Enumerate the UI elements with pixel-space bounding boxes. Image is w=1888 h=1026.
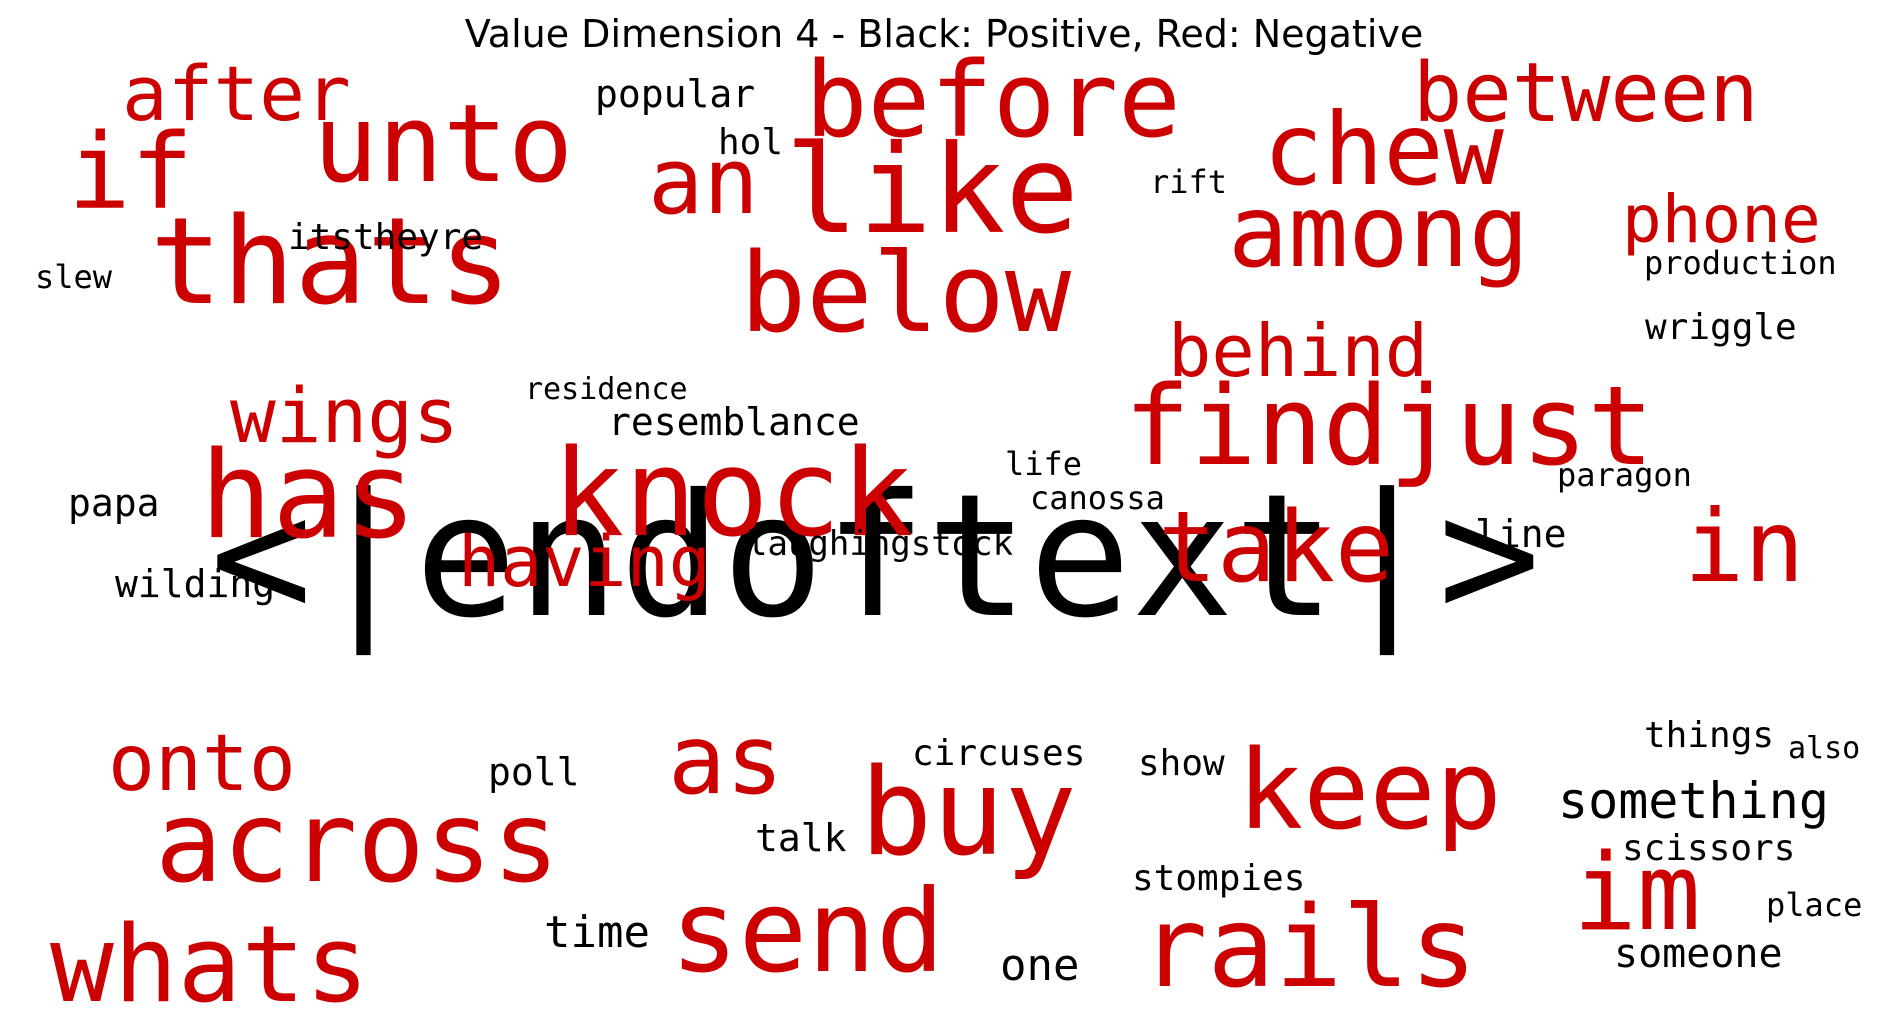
cloud-word-negative: after <box>122 49 351 138</box>
cloud-word-positive: also <box>1788 731 1861 766</box>
cloud-word-negative: having <box>458 521 711 603</box>
cloud-word-positive: laughingstock <box>747 524 1014 564</box>
cloud-word-positive: stompies <box>1132 858 1306 899</box>
cloud-word-positive: poll <box>488 750 580 794</box>
cloud-word-positive: things <box>1644 715 1775 756</box>
cloud-word-negative: an <box>648 128 759 235</box>
cloud-word-negative: unto <box>313 82 574 207</box>
cloud-word-negative: has <box>200 427 417 566</box>
cloud-word-negative: between <box>1413 46 1759 141</box>
cloud-word-positive: production <box>1644 244 1837 282</box>
cloud-word-negative: findjust <box>1124 362 1654 490</box>
cloud-word-positive: wilding <box>115 562 276 606</box>
cloud-word-positive: place <box>1766 886 1863 924</box>
cloud-word-negative: onto <box>108 719 296 809</box>
cloud-word-negative: phone <box>1622 181 1821 258</box>
cloud-word-positive: itstheyre <box>288 217 484 258</box>
cloud-word-negative: in <box>1684 488 1805 605</box>
chart-title: Value Dimension 4 - Black: Positive, Red… <box>464 12 1424 56</box>
cloud-word-negative: knock <box>552 425 914 564</box>
cloud-word-positive: circuses <box>912 733 1086 774</box>
cloud-word-positive: time <box>544 907 650 958</box>
cloud-word-positive: someone <box>1614 931 1783 977</box>
cloud-word-negative: as <box>668 704 784 816</box>
cloud-word-positive: popular <box>595 72 756 116</box>
cloud-word-positive: something <box>1558 772 1829 830</box>
cloud-word-positive: scissors <box>1622 828 1796 869</box>
cloud-word-positive: show <box>1138 743 1225 784</box>
cloud-word-negative: chew <box>1263 91 1504 208</box>
cloud-word-positive: canossa <box>1030 479 1165 517</box>
cloud-word-negative: wings <box>230 371 459 460</box>
cloud-word-negative: if <box>68 111 194 233</box>
cloud-word-negative: behind <box>1168 309 1429 393</box>
cloud-word-negative: rails <box>1140 883 1478 1013</box>
cloud-word-positive: papa <box>68 481 160 525</box>
cloud-word-positive: hol <box>718 122 784 163</box>
cloud-word-positive: slew <box>35 258 113 296</box>
cloud-word-positive: resemblance <box>608 400 860 444</box>
cloud-word-negative: buy <box>860 744 1077 883</box>
cloud-word-negative: send <box>670 865 945 998</box>
cloud-word-negative: take <box>1158 491 1395 605</box>
cloud-word-negative: among <box>1228 173 1530 290</box>
cloud-word-negative: im <box>1573 831 1701 954</box>
cloud-word-positive: rift <box>1150 163 1228 201</box>
cloud-word-negative: whats <box>50 903 370 1026</box>
cloud-word-positive: paragon <box>1557 456 1692 494</box>
cloud-word-negative: thats <box>150 193 512 332</box>
cloud-word-negative: keep <box>1237 726 1502 854</box>
cloud-word-positive: one <box>1000 940 1080 991</box>
cloud-word-positive: residence <box>525 372 688 407</box>
cloud-word-negative: before <box>805 39 1181 161</box>
cloud-word-positive: wriggle <box>1645 307 1797 348</box>
cloud-word-negative: like <box>785 119 1079 261</box>
cloud-word-negative: across <box>155 778 560 908</box>
cloud-word-positive: life <box>1005 445 1083 483</box>
cloud-word-positive: talk <box>755 816 847 860</box>
cloud-word-positive: line <box>1475 512 1567 556</box>
cloud-word-negative: below <box>740 229 1072 357</box>
cloud-word-positive: <|endoftext|> <box>210 458 1541 656</box>
